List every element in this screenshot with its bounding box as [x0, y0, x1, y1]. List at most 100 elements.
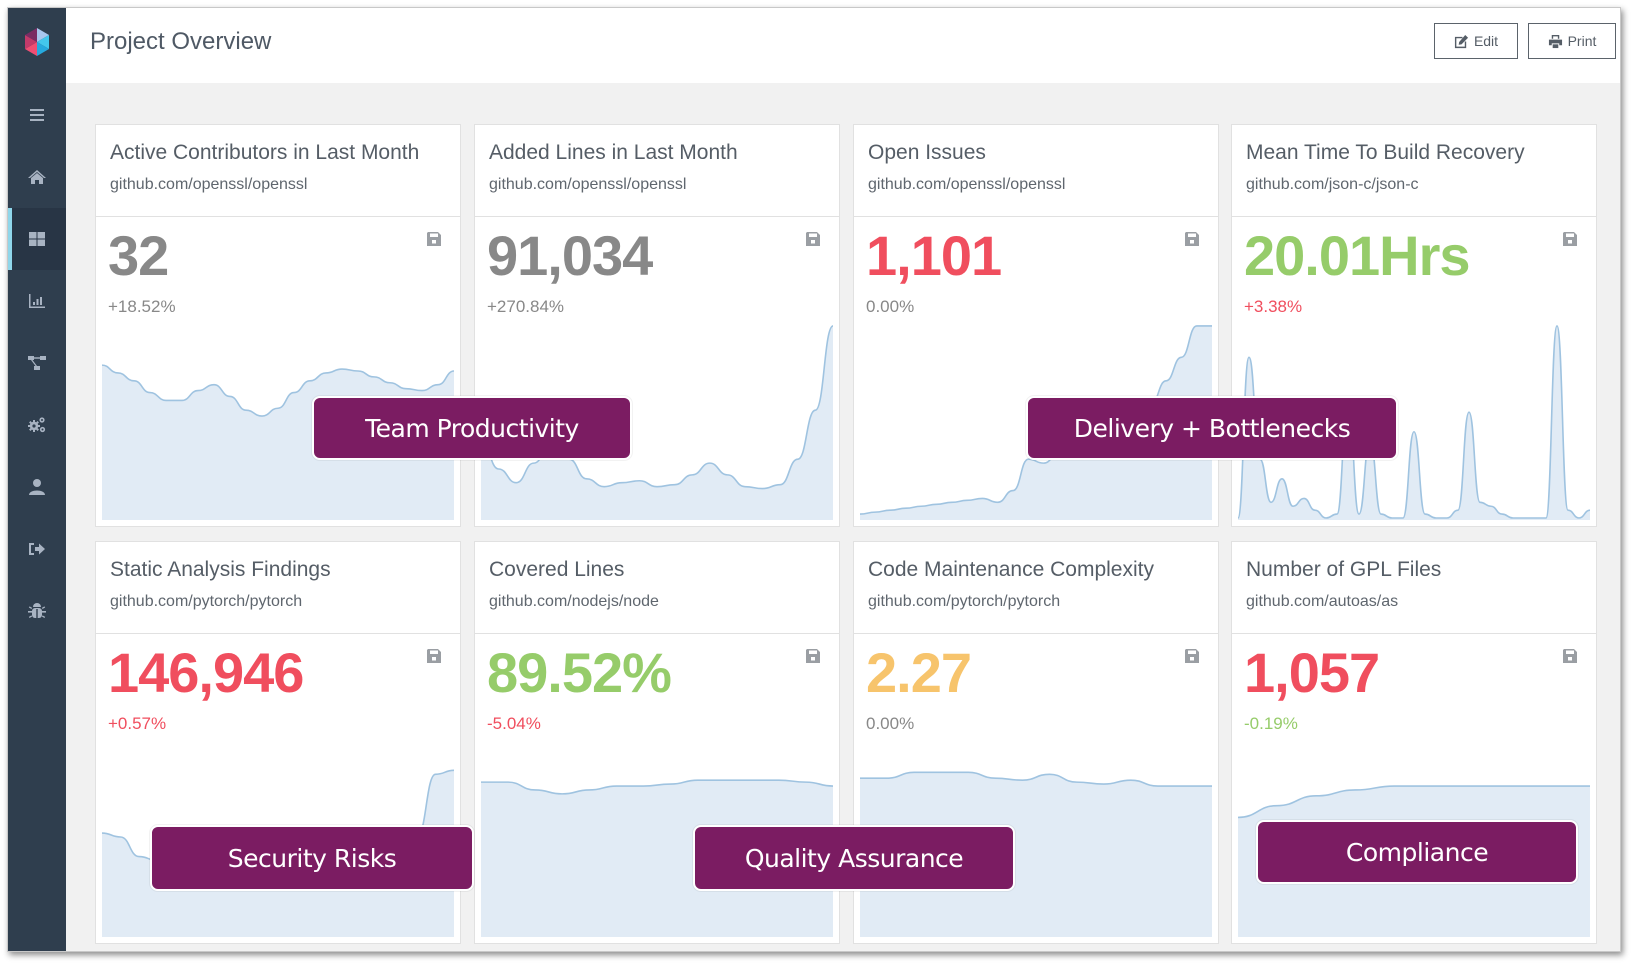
- sparkline-chart: [860, 737, 1212, 937]
- category-label-security-risks: Security Risks: [150, 825, 474, 891]
- card-title: Open Issues: [868, 141, 986, 164]
- card-repo: github.com/pytorch/pytorch: [110, 593, 303, 610]
- metric-value: 32: [108, 224, 169, 287]
- logo-hexagon-icon: [25, 28, 49, 56]
- print-button-label: Print: [1567, 33, 1597, 49]
- print-icon: [1548, 34, 1562, 48]
- card-header: Static Analysis Findings github.com/pytor…: [96, 542, 460, 634]
- sidebar-item-hierarchy[interactable]: [8, 332, 66, 394]
- sidebar-item-logout[interactable]: [8, 518, 66, 580]
- sidebar-item-menu[interactable]: [8, 84, 66, 146]
- sidebar-item-dashboard[interactable]: [8, 208, 66, 270]
- save-icon[interactable]: [1562, 648, 1578, 664]
- metric-delta: +270.84%: [487, 297, 565, 316]
- sparkline-line: [102, 365, 454, 416]
- sparkline-area: [860, 772, 1212, 937]
- category-label-compliance: Compliance: [1256, 820, 1578, 884]
- metric-card-mttr: Mean Time To Build Recovery github.com/js…: [1231, 124, 1597, 527]
- card-body: 2.27 0.00%: [854, 634, 1218, 943]
- sparkline-line: [1238, 326, 1590, 518]
- metric-delta: 0.00%: [866, 714, 915, 733]
- metric-delta: +18.52%: [108, 297, 176, 316]
- metric-value: 20.01Hrs: [1244, 224, 1471, 287]
- card-header: Active Contributors in Last Month github.…: [96, 125, 460, 217]
- sparkline-chart: [1238, 320, 1590, 520]
- dashboard-grid-icon: [29, 232, 45, 246]
- card-title: Covered Lines: [489, 558, 625, 581]
- sidebar-item-settings[interactable]: [8, 394, 66, 456]
- card-title: Active Contributors in Last Month: [110, 141, 420, 164]
- card-repo: github.com/json-c/json-c: [1246, 176, 1419, 193]
- category-label-delivery-bottlenecks: Delivery + Bottlenecks: [1026, 396, 1398, 460]
- sparkline-area: [481, 780, 833, 937]
- app-logo[interactable]: [21, 26, 53, 58]
- metric-value: 89.52%: [487, 641, 672, 704]
- home-icon: [28, 170, 46, 184]
- card-body: 1,101 0.00%: [854, 217, 1218, 526]
- card-title: Number of GPL Files: [1246, 558, 1442, 581]
- sidebar-item-home[interactable]: [8, 146, 66, 208]
- card-body: 1,057 -0.19%: [1232, 634, 1596, 943]
- card-repo: github.com/autoas/as: [1246, 593, 1399, 610]
- sparkline-area: [860, 325, 1212, 520]
- print-button[interactable]: Print: [1528, 23, 1616, 59]
- metric-value: 91,034: [487, 224, 653, 287]
- sidebar: [8, 8, 66, 951]
- user-icon: [29, 479, 45, 495]
- metric-card-added-lines: Added Lines in Last Month github.com/open…: [474, 124, 840, 527]
- edit-icon: [1454, 34, 1468, 48]
- category-label-quality-assurance: Quality Assurance: [693, 825, 1015, 891]
- hamburger-menu-icon: [30, 109, 44, 121]
- bar-chart-icon: [29, 294, 45, 308]
- metric-card-open-issues: Open Issues github.com/openssl/openssl 1,1…: [853, 124, 1219, 527]
- metric-delta: -5.04%: [487, 714, 541, 733]
- card-repo: github.com/openssl/openssl: [489, 176, 687, 193]
- save-icon[interactable]: [426, 648, 442, 664]
- card-body: 91,034 +270.84%: [475, 217, 839, 526]
- sparkline-svg: [860, 737, 1212, 937]
- card-header: Covered Lines github.com/nodejs/node: [475, 542, 839, 634]
- save-icon[interactable]: [1184, 648, 1200, 664]
- edit-button[interactable]: Edit: [1434, 23, 1518, 59]
- sidebar-item-analytics[interactable]: [8, 270, 66, 332]
- category-label-team-productivity: Team Productivity: [312, 396, 632, 460]
- metric-delta: -0.19%: [1244, 714, 1298, 733]
- app-window: Project Overview Edit Print Active Contr…: [7, 7, 1621, 952]
- metric-value: 2.27: [866, 641, 972, 704]
- metric-value: 1,057: [1244, 641, 1380, 704]
- page-title: Project Overview: [90, 28, 272, 55]
- sparkline-svg: [1238, 320, 1590, 520]
- card-repo: github.com/nodejs/node: [489, 593, 659, 610]
- top-header: Project Overview Edit Print: [66, 8, 1620, 83]
- sparkline-svg: [481, 737, 833, 937]
- card-body: 32 +18.52%: [96, 217, 460, 526]
- card-header: Number of GPL Files github.com/autoas/as: [1232, 542, 1596, 634]
- card-header: Open Issues github.com/openssl/openssl: [854, 125, 1218, 217]
- card-title: Code Maintenance Complexity: [868, 558, 1154, 581]
- save-icon[interactable]: [805, 231, 821, 247]
- sparkline-area: [102, 770, 454, 937]
- card-body: 146,946 +0.57%: [96, 634, 460, 943]
- sidebar-item-user[interactable]: [8, 456, 66, 518]
- sign-out-icon: [29, 543, 45, 555]
- card-body: 20.01Hrs +3.38%: [1232, 217, 1596, 526]
- save-icon[interactable]: [1184, 231, 1200, 247]
- edit-button-label: Edit: [1473, 33, 1499, 49]
- card-title: Added Lines in Last Month: [489, 141, 738, 164]
- bug-icon: [28, 603, 46, 619]
- save-icon[interactable]: [426, 231, 442, 247]
- metric-delta: +0.57%: [108, 714, 167, 733]
- save-icon[interactable]: [805, 648, 821, 664]
- card-body: 89.52% -5.04%: [475, 634, 839, 943]
- sidebar-item-debug[interactable]: [8, 580, 66, 642]
- card-repo: github.com/openssl/openssl: [868, 176, 1066, 193]
- sparkline-line: [481, 780, 833, 794]
- metric-delta: 0.00%: [866, 297, 915, 316]
- card-repo: github.com/pytorch/pytorch: [868, 593, 1061, 610]
- card-title: Mean Time To Build Recovery: [1246, 141, 1525, 164]
- metric-value: 146,946: [108, 641, 304, 704]
- card-header: Mean Time To Build Recovery github.com/js…: [1232, 125, 1596, 217]
- card-header: Code Maintenance Complexity github.com/py…: [854, 542, 1218, 634]
- sparkline-area: [481, 325, 833, 520]
- save-icon[interactable]: [1562, 231, 1578, 247]
